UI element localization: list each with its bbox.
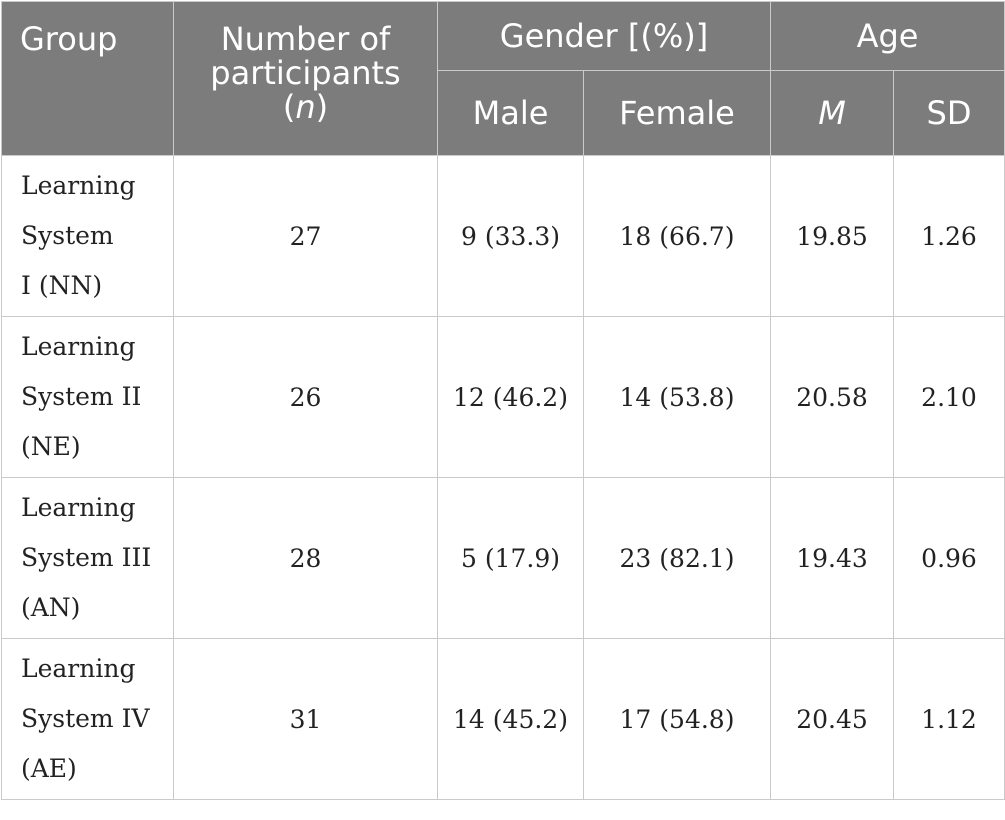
header-row-sub: Male Female M SD [2,70,1005,156]
table-row: Learning System II (NE) 26 12 (46.2) 14 … [1,316,1005,478]
male-cell: 9 (33.3) [437,155,584,317]
group-cell: Learning System II (NE) [1,316,174,478]
gender-column-header: Gender [(%)] [437,1,771,71]
group-line: System II [21,382,142,411]
table-body: Learning System I (NN) 27 9 (33.3) 18 (6… [1,155,1005,800]
participants-table: Group Number of participants (n) Gender … [1,1,1005,800]
gender-header-label: Gender [(%)] [499,17,709,55]
group-column-header: Group [1,1,174,156]
mean-cell: 20.58 [770,316,894,478]
participants-header-line3: (n) [174,90,437,124]
group-cell: Learning System I (NN) [1,155,174,317]
age-header-label: Age [856,17,919,55]
group-header-label: Group [20,20,118,58]
n-close-paren: ) [315,88,329,126]
n-cell: 27 [173,155,438,317]
participants-header-line1: Number of [220,20,391,58]
table-row: Learning System III (AN) 28 5 (17.9) 23 … [1,477,1005,639]
participants-header-line2: participants [210,54,401,92]
mean-header-label: M [818,94,846,132]
table-header: Group Number of participants (n) Gender … [1,1,1005,156]
male-header-label: Male [472,94,549,132]
group-line: System IV [21,704,150,733]
group-line: Learning [21,171,136,200]
n-cell: 26 [173,316,438,478]
header-row-top: Group Number of participants (n) Gender … [1,1,1005,156]
mean-column-header: M [770,70,894,156]
sd-cell: 1.26 [892,155,1005,317]
age-column-header: Age [769,1,1005,71]
male-cell: 14 (45.2) [437,638,584,800]
male-column-header: Male [437,70,584,156]
group-line: System [21,221,114,250]
group-line: Learning [21,332,136,361]
n-open-paren: ( [282,88,296,126]
group-line: Learning [21,654,136,683]
sd-header-label: SD [926,94,972,132]
group-line: (NE) [21,432,81,461]
group-line: (AN) [21,593,81,622]
table-row: Learning System IV (AE) 31 14 (45.2) 17 … [1,638,1005,800]
male-cell: 12 (46.2) [437,316,584,478]
group-line: System III [21,543,152,572]
group-cell: Learning System IV (AE) [1,638,174,800]
female-cell: 14 (53.8) [583,316,771,478]
male-cell: 5 (17.9) [437,477,584,639]
table-row: Learning System I (NN) 27 9 (33.3) 18 (6… [1,155,1005,317]
n-symbol: n [295,88,316,126]
female-cell: 18 (66.7) [583,155,771,317]
female-cell: 23 (82.1) [583,477,771,639]
sd-cell: 1.12 [892,638,1005,800]
sd-cell: 2.10 [892,316,1005,478]
female-column-header: Female [583,70,771,156]
participants-column-header: Number of participants (n) [173,1,438,156]
group-cell: Learning System III (AN) [1,477,174,639]
group-line: Learning [21,493,136,522]
n-cell: 31 [173,638,438,800]
mean-cell: 19.43 [770,477,894,639]
sd-cell: 0.96 [892,477,1005,639]
mean-cell: 19.85 [770,155,894,317]
female-cell: 17 (54.8) [583,638,771,800]
group-line: I (NN) [21,271,103,300]
group-line: (AE) [21,754,77,783]
female-header-label: Female [619,94,735,132]
n-cell: 28 [173,477,438,639]
sd-column-header: SD [892,70,1005,156]
mean-cell: 20.45 [770,638,894,800]
